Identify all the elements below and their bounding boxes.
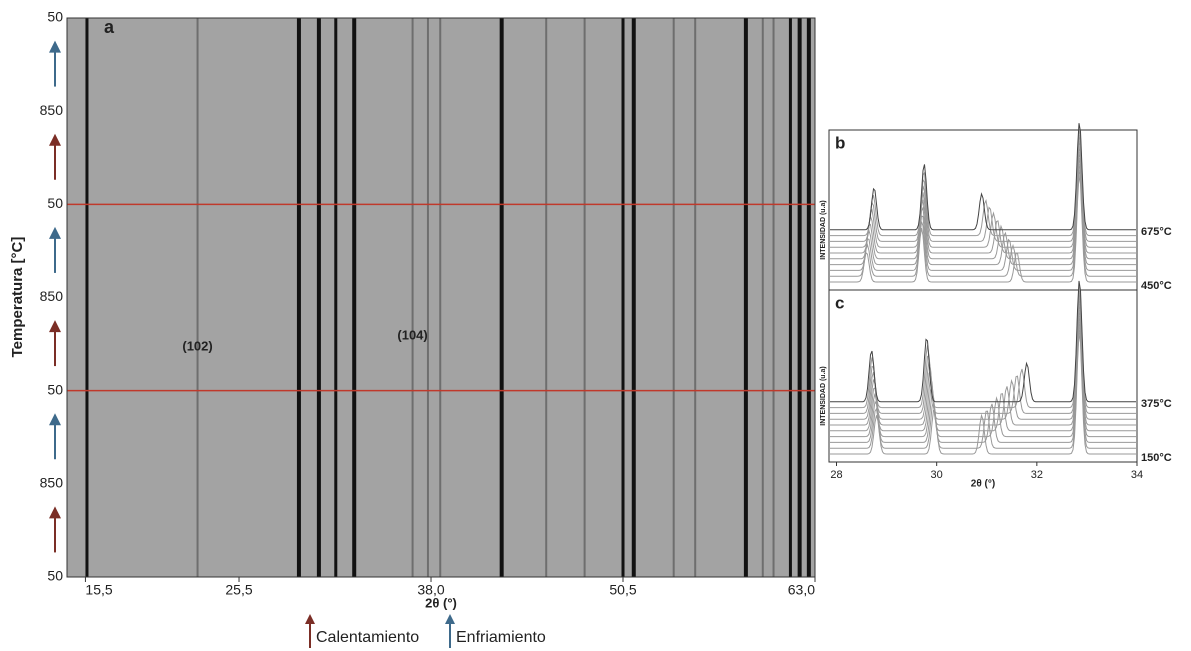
panel-label: b <box>835 133 845 152</box>
y-tick-label: 50 <box>47 195 63 211</box>
y-tick-label: 50 <box>47 568 63 584</box>
x-tick-label: 28 <box>830 469 842 481</box>
trace <box>830 146 1136 254</box>
arrow-head <box>49 413 61 426</box>
x-tick-label: 34 <box>1131 469 1143 481</box>
x-tick-label: 38,0 <box>417 582 444 598</box>
trace <box>830 152 1136 260</box>
arrow-head <box>49 320 61 333</box>
y-tick-label: 850 <box>40 475 64 491</box>
trace <box>830 333 1136 455</box>
trace <box>830 286 1136 409</box>
x-axis-label: 2θ (°) <box>971 479 995 490</box>
y-axis-label: INTENSIDAD (u.a) <box>820 200 827 260</box>
y-tick-label: 850 <box>40 102 64 118</box>
trace <box>830 280 1136 403</box>
trace <box>830 175 1136 283</box>
trace <box>830 134 1136 242</box>
trace <box>830 309 1136 432</box>
trace-label-top: 375°C <box>1141 398 1172 410</box>
trace <box>830 321 1136 443</box>
trace-label-bottom: 150°C <box>1141 452 1172 464</box>
plot-frame <box>66 17 816 578</box>
arrow-head <box>49 226 61 239</box>
legend-label: Enfriamiento <box>456 629 546 646</box>
trace <box>830 169 1136 277</box>
trace <box>830 292 1136 414</box>
trace <box>830 140 1136 248</box>
y-tick-label: 50 <box>47 9 63 25</box>
trace <box>830 157 1136 266</box>
x-tick-label: 25,5 <box>225 582 252 598</box>
peak-annotation: (104) <box>397 327 427 342</box>
trace-label-top: 675°C <box>1141 226 1172 238</box>
x-tick-label: 50,5 <box>609 582 636 598</box>
legend-label: Calentamiento <box>316 629 419 646</box>
panel-label: c <box>835 293 844 312</box>
trace <box>830 128 1136 237</box>
x-tick-label: 15,5 <box>85 582 112 598</box>
x-tick-label: 30 <box>931 469 943 481</box>
x-axis-label: 2θ (°) <box>425 595 457 610</box>
arrow-head <box>49 40 61 53</box>
trace <box>830 315 1136 438</box>
peak-annotation: (102) <box>182 338 212 353</box>
arrow-head <box>49 506 61 519</box>
legend-arrow-head <box>305 614 315 624</box>
trace <box>830 163 1136 271</box>
y-axis-label: INTENSIDAD (u.a) <box>820 366 827 426</box>
y-tick-label: 50 <box>47 381 63 397</box>
y-tick-label: 850 <box>40 288 64 304</box>
x-tick-label: 63,0 <box>788 582 815 598</box>
arrow-head <box>49 133 61 146</box>
trace <box>830 327 1136 449</box>
trace <box>830 304 1136 426</box>
trace-label-bottom: 450°C <box>1141 280 1172 292</box>
y-axis-label: Temperatura [°C] <box>9 237 26 358</box>
panel-label: a <box>104 17 115 37</box>
trace <box>830 123 1136 231</box>
x-tick-label: 32 <box>1031 469 1043 481</box>
trace <box>830 298 1136 420</box>
legend-arrow-head <box>445 614 455 624</box>
